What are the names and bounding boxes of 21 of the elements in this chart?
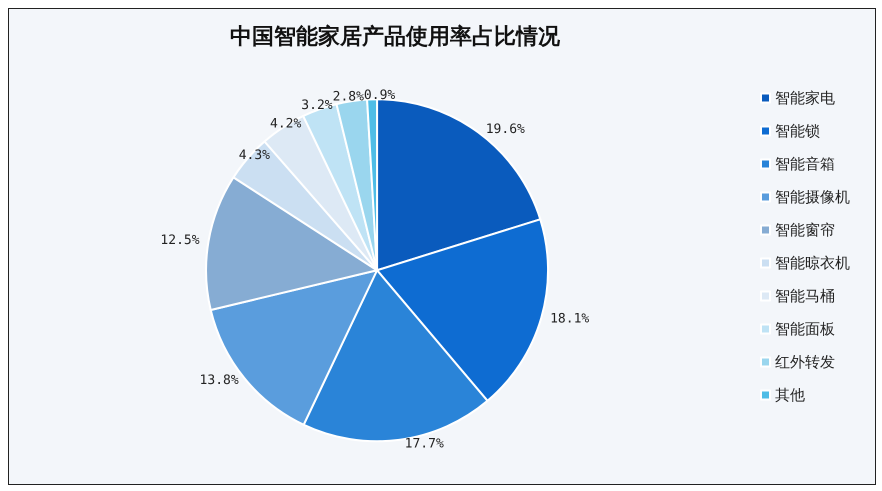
legend-label: 智能家电 (775, 89, 835, 107)
legend-label: 智能锁 (775, 122, 820, 140)
legend-label: 智能窗帘 (775, 221, 835, 239)
legend-label: 智能面板 (775, 320, 835, 338)
data-label: 3.2% (301, 98, 333, 113)
legend-label: 智能晾衣机 (775, 254, 850, 272)
data-label: 4.2% (270, 116, 302, 132)
chart-title: 中国智能家居产品使用率占比情况 (230, 24, 562, 50)
legend-label: 智能音箱 (775, 155, 835, 173)
data-label: 18.1% (550, 312, 590, 327)
legend-label: 其他 (775, 386, 805, 404)
data-label: 13.8% (200, 372, 239, 388)
legend-label: 智能摄像机 (775, 188, 850, 206)
data-label: 0.9% (364, 88, 396, 103)
data-label: 2.8% (332, 90, 364, 105)
legend-label: 红外转发 (775, 353, 835, 371)
legend-label: 智能马桶 (775, 287, 835, 305)
data-label: 17.7% (404, 436, 444, 452)
data-label: 12.5% (160, 233, 200, 248)
data-label: 4.3% (238, 148, 270, 164)
data-label: 19.6% (486, 122, 526, 137)
